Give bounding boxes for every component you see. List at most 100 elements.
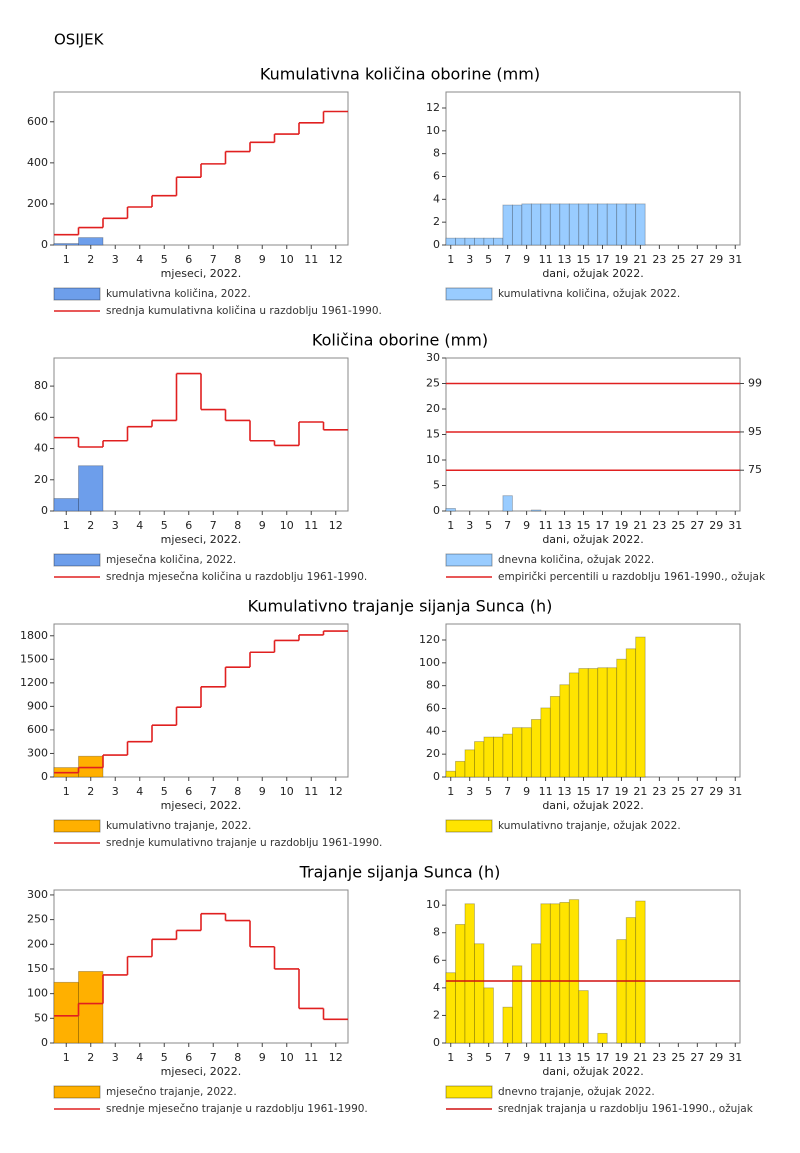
- y-tick-label: 300: [27, 888, 48, 901]
- bar: [502, 204, 513, 246]
- bar: [464, 237, 475, 246]
- y-tick-label: 0: [433, 1036, 440, 1049]
- y-tick-label: 1500: [20, 652, 48, 665]
- bar: [511, 727, 523, 778]
- y-tick-label: 900: [27, 699, 48, 712]
- y-tick-label: 600: [27, 723, 48, 736]
- x-tick-label: 1: [447, 785, 454, 798]
- x-tick-label: 21: [633, 519, 647, 532]
- x-tick-label: 11: [304, 785, 318, 798]
- bar: [616, 658, 627, 778]
- x-axis-label: mjeseci, 2022.: [161, 1065, 242, 1078]
- section-title: Količina oborine (mm): [312, 331, 488, 350]
- x-tick-label: 7: [504, 519, 511, 532]
- x-axis-label: mjeseci, 2022.: [161, 267, 242, 280]
- x-tick-label: 2: [87, 785, 94, 798]
- y-tick-label: 100: [27, 987, 48, 1000]
- x-tick-label: 7: [210, 1051, 217, 1064]
- bar: [587, 668, 599, 778]
- x-tick-label: 11: [539, 253, 553, 266]
- x-tick-label: 1: [447, 253, 454, 266]
- x-tick-label: 11: [304, 1051, 318, 1064]
- legend-label: mjesečna količina, 2022.: [106, 554, 236, 566]
- x-tick-label: 9: [523, 253, 530, 266]
- x-tick-label: 23: [652, 253, 666, 266]
- x-tick-label: 6: [185, 785, 192, 798]
- x-tick-label: 25: [671, 785, 685, 798]
- y-tick-label: 40: [34, 442, 48, 455]
- bar: [549, 903, 561, 1044]
- bar: [530, 203, 542, 246]
- legend-label: mjesečno trajanje, 2022.: [106, 1086, 237, 1098]
- legend-swatch: [445, 819, 493, 833]
- bar: [455, 237, 466, 246]
- x-tick-label: 10: [280, 519, 294, 532]
- x-tick-label: 9: [259, 519, 266, 532]
- x-tick-label: 8: [234, 1051, 241, 1064]
- bar: [625, 648, 637, 778]
- x-tick-label: 9: [523, 519, 530, 532]
- y-tick-label: 1200: [20, 676, 48, 689]
- x-tick-label: 3: [112, 1051, 119, 1064]
- bar: [474, 237, 485, 246]
- y-tick-label: 600: [27, 115, 48, 128]
- y-tick-label: 0: [41, 504, 48, 517]
- x-tick-label: 17: [595, 253, 609, 266]
- y-tick-label: 100: [419, 656, 440, 669]
- y-tick-label: 40: [426, 724, 440, 737]
- y-tick-label: 400: [27, 156, 48, 169]
- x-tick-label: 5: [485, 1051, 492, 1064]
- bar: [568, 203, 580, 246]
- x-tick-label: 8: [234, 253, 241, 266]
- x-tick-label: 1: [447, 1051, 454, 1064]
- y-tick-label: 60: [426, 701, 440, 714]
- bar: [483, 237, 494, 246]
- x-tick-label: 1: [447, 519, 454, 532]
- x-tick-label: 27: [690, 1051, 704, 1064]
- legend-swatch: [445, 1085, 493, 1099]
- x-tick-label: 9: [523, 1051, 530, 1064]
- x-tick-label: 4: [136, 1051, 143, 1064]
- y-tick-label: 250: [27, 913, 48, 926]
- x-tick-label: 10: [280, 785, 294, 798]
- bar: [502, 1006, 513, 1044]
- section-title: Trajanje sijanja Sunca (h): [299, 863, 501, 882]
- x-tick-label: 15: [577, 519, 591, 532]
- bar: [53, 243, 79, 246]
- x-tick-label: 7: [504, 253, 511, 266]
- x-tick-label: 19: [614, 785, 628, 798]
- y-tick-label: 200: [27, 197, 48, 210]
- legend-swatch: [445, 553, 493, 567]
- bar: [53, 498, 79, 512]
- x-tick-label: 11: [304, 519, 318, 532]
- reference-label: 75: [748, 463, 762, 476]
- x-tick-label: 3: [466, 1051, 473, 1064]
- y-tick-label: 60: [34, 410, 48, 423]
- bar: [568, 899, 580, 1044]
- x-tick-label: 10: [280, 1051, 294, 1064]
- x-tick-label: 15: [577, 1051, 591, 1064]
- x-tick-label: 12: [329, 519, 343, 532]
- reference-label: 99: [748, 377, 762, 390]
- x-tick-label: 3: [112, 519, 119, 532]
- y-tick-label: 5: [433, 479, 440, 492]
- x-tick-label: 15: [577, 785, 591, 798]
- x-tick-label: 7: [210, 519, 217, 532]
- legend-label: dnevna količina, ožujak 2022.: [498, 554, 654, 566]
- legend-swatch: [53, 287, 101, 301]
- y-tick-label: 2: [433, 215, 440, 228]
- x-tick-label: 23: [652, 785, 666, 798]
- x-tick-label: 23: [652, 519, 666, 532]
- bar: [587, 203, 599, 246]
- bar: [616, 203, 627, 246]
- bar: [578, 990, 589, 1044]
- bar: [559, 203, 570, 246]
- plot-frame: [445, 357, 741, 512]
- bar: [521, 727, 532, 778]
- x-tick-label: 8: [234, 519, 241, 532]
- x-tick-label: 2: [87, 1051, 94, 1064]
- y-tick-label: 50: [34, 1011, 48, 1024]
- x-tick-label: 1: [63, 253, 70, 266]
- legend-swatch: [53, 1085, 101, 1099]
